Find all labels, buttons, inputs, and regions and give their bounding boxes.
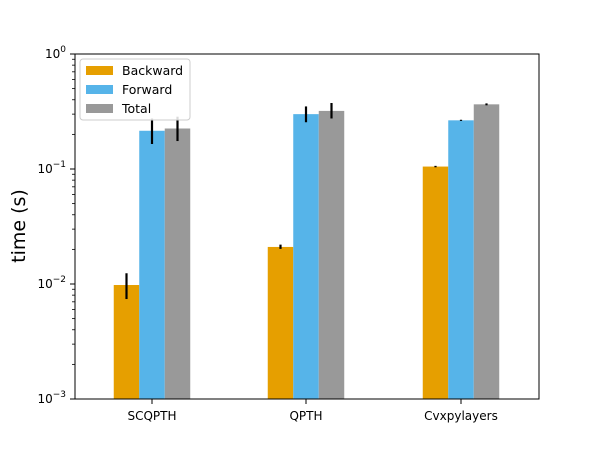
y-axis: 10−3 10−2 10−1 100 [37, 45, 75, 406]
bar-forward-cvxpylayers [448, 120, 474, 399]
legend-label-backward: Backward [122, 63, 183, 78]
x-tick-label-scqpth: SCQPTH [127, 409, 176, 423]
legend-label-total: Total [121, 101, 151, 116]
bars-layer [113, 104, 500, 400]
y-tick-label: 100 [45, 45, 66, 61]
bar-backward-cvxpylayers [422, 166, 449, 399]
legend: Backward Forward Total [79, 58, 191, 121]
bar-forward-scqpth [139, 130, 165, 399]
legend-swatch-total [86, 104, 113, 113]
y-tick-label: 10−3 [37, 390, 66, 406]
legend-swatch-forward [86, 85, 113, 94]
y-tick-label: 10−2 [37, 275, 66, 291]
y-tick-label: 10−1 [37, 160, 66, 176]
bar-backward-scqpth [113, 285, 140, 399]
legend-label-forward: Forward [122, 82, 172, 97]
y-axis-title: time (s) [8, 189, 30, 263]
bar-forward-qpth [293, 114, 319, 400]
bar-total-qpth [318, 110, 345, 400]
plot-frame [74, 53, 540, 400]
x-tick-label-cvxpylayers: Cvxpylayers [424, 409, 498, 423]
x-axis: SCQPTH QPTH Cvxpylayers [127, 399, 498, 423]
x-tick-label-qpth: QPTH [289, 409, 322, 423]
error-bars-layer [125, 102, 488, 300]
bar-total-cvxpylayers [473, 104, 500, 400]
bar-backward-qpth [267, 246, 294, 399]
legend-swatch-backward [86, 66, 113, 75]
bar-total-scqpth [164, 128, 191, 399]
